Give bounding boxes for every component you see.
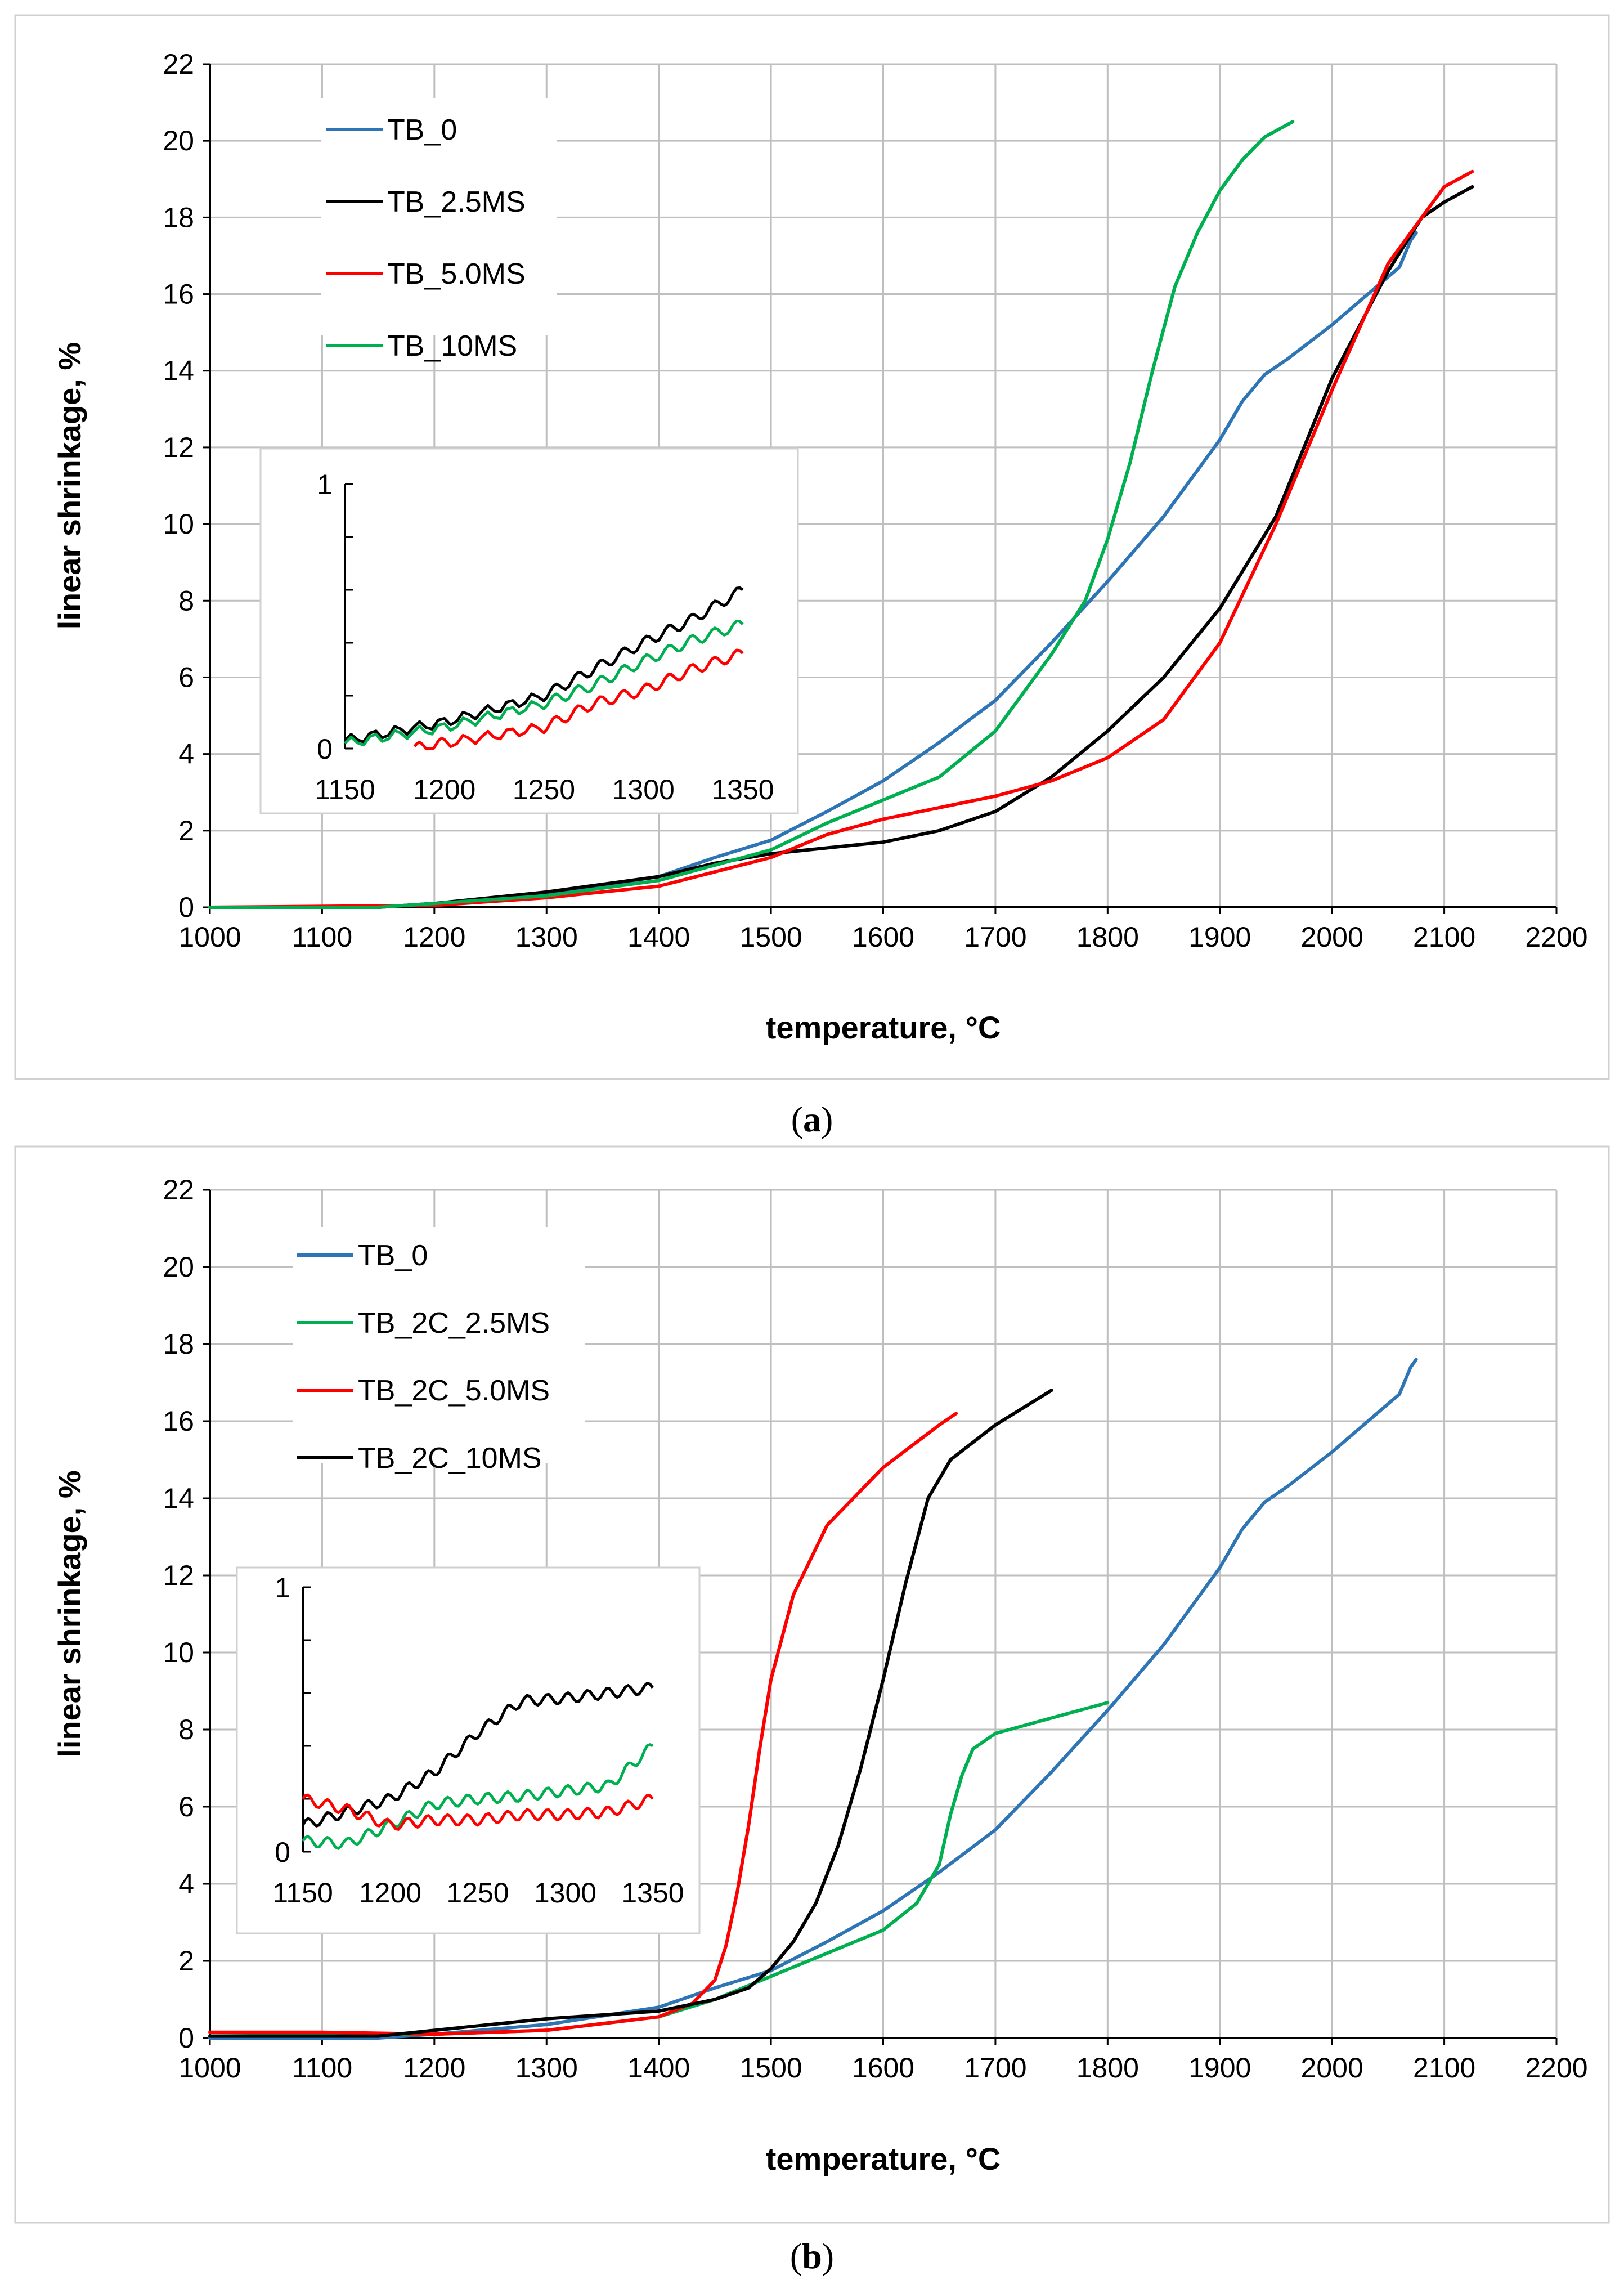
y-tick-label-10: 10 [163, 1637, 194, 1668]
y-tick-label-20: 20 [163, 125, 194, 156]
x-tick-label-2200: 2200 [1525, 2052, 1587, 2084]
x-tick-label-1600: 1600 [852, 2052, 914, 2084]
x-tick-label-1400: 1400 [627, 921, 690, 953]
inset-y-tick-label-1: 1 [317, 469, 333, 500]
series-line-tb-2c-10ms [208, 1389, 1053, 2038]
x-tick-label-1800: 1800 [1076, 2052, 1139, 2084]
legend-label-tb-10ms: TB_10MS [387, 330, 517, 362]
series-line-tb-10ms [208, 120, 1295, 909]
y-axis-title: linear shrinkage, % [52, 1470, 87, 1757]
x-tick-label-1200: 1200 [403, 2052, 465, 2084]
inset-frame [259, 447, 799, 814]
x-tick-label-1800: 1800 [1076, 921, 1139, 953]
inset-y-tick-label-1: 1 [275, 1572, 290, 1604]
x-tick-label-1500: 1500 [739, 2052, 802, 2084]
y-tick-label-20: 20 [163, 1251, 194, 1283]
y-tick-label-14: 14 [163, 1483, 194, 1514]
inset-series-line-tb-2c-10ms [301, 1681, 654, 1828]
legend-label-tb-2c-10ms: TB_2C_10MS [358, 1442, 542, 1475]
x-tick-label-1000: 1000 [178, 921, 241, 953]
inset-x-tick-label-1300: 1300 [612, 774, 675, 805]
inset-series-line-tb-2c-5-0ms [302, 1793, 654, 1831]
inset-frame [236, 1566, 701, 1934]
x-tick-label-2100: 2100 [1413, 921, 1475, 953]
caption-b: (b) [790, 2236, 834, 2276]
inset-series-line-tb-10ms [344, 619, 744, 747]
legend-background [293, 1227, 585, 1463]
x-tick-label-1600: 1600 [852, 921, 914, 953]
chart-b: 1000 1100 1200 1300 1400 1500 1600 1700 1800 1900… [52, 1174, 1588, 2176]
y-tick-label-12: 12 [163, 1560, 194, 1591]
inset-x-tick-label-1150: 1150 [315, 774, 375, 805]
legend-label-tb-0: TB_0 [387, 114, 457, 146]
inset-y-tick-label-0: 0 [317, 733, 333, 765]
inset-series-line-tb-2c-2-5ms [301, 1743, 654, 1850]
y-tick-label-22: 22 [163, 1174, 194, 1206]
y-tick-label-16: 16 [163, 279, 194, 310]
x-tick-label-2000: 2000 [1301, 2052, 1363, 2084]
x-tick-label-1000: 1000 [178, 2052, 241, 2084]
legend-label-tb-0: TB_0 [358, 1239, 428, 1272]
x-tick-label-1900: 1900 [1188, 921, 1251, 953]
inset-x-tick-label-1350: 1350 [621, 1877, 684, 1909]
inset-x-tick-label-1200: 1200 [359, 1877, 421, 1909]
inset-x-tick-label-1150: 1150 [272, 1877, 333, 1909]
x-tick-label-2000: 2000 [1301, 921, 1363, 953]
y-tick-label-0: 0 [178, 2022, 194, 2054]
inset-x-tick-label-1200: 1200 [413, 774, 475, 805]
series-line-tb-2-5ms [208, 185, 1474, 909]
y-tick-label-16: 16 [163, 1405, 194, 1437]
y-tick-label-4: 4 [178, 1868, 194, 1900]
legend-label-tb-2c-2-5ms: TB_2C_2.5MS [358, 1307, 550, 1340]
x-tick-label-1500: 1500 [739, 921, 802, 953]
x-axis-title: temperature, °C [766, 1010, 1001, 1045]
chart-a: 1000 1100 1200 1300 1400 1500 1600 1700 1800 1900… [52, 48, 1588, 1045]
x-tick-label-1900: 1900 [1188, 2052, 1251, 2084]
inset-series-line-tb-2-5ms [344, 586, 744, 744]
panel-a-frame [14, 14, 1610, 1080]
y-tick-label-8: 8 [178, 585, 194, 616]
y-tick-label-18: 18 [163, 1328, 194, 1360]
y-axis-title: linear shrinkage, % [52, 342, 87, 629]
x-tick-label-1100: 1100 [292, 2052, 353, 2084]
legend-label-tb-5-0ms: TB_5.0MS [387, 258, 526, 290]
y-tick-label-22: 22 [163, 48, 194, 80]
x-tick-label-1700: 1700 [964, 2052, 1026, 2084]
caption-a: (a) [791, 1099, 833, 1139]
inset-x-tick-label-1300: 1300 [534, 1877, 596, 1909]
y-tick-label-14: 14 [163, 355, 194, 387]
x-tick-label-1100: 1100 [292, 921, 353, 953]
y-tick-label-6: 6 [178, 1791, 194, 1822]
y-tick-label-2: 2 [178, 1945, 194, 1977]
inset-x-tick-label-1350: 1350 [711, 774, 774, 805]
x-axis-title: temperature, °C [766, 2141, 1001, 2176]
y-tick-label-18: 18 [163, 201, 194, 233]
x-tick-label-1200: 1200 [403, 921, 465, 953]
x-tick-label-1700: 1700 [964, 921, 1026, 953]
x-tick-label-1400: 1400 [627, 2052, 690, 2084]
x-tick-label-1300: 1300 [515, 921, 578, 953]
inset-x-tick-label-1250: 1250 [446, 1877, 509, 1909]
y-tick-label-0: 0 [178, 892, 194, 923]
legend-label-tb-2c-5-0ms: TB_2C_5.0MS [358, 1374, 550, 1407]
series-line-tb-5-0ms [208, 169, 1474, 909]
x-tick-label-2100: 2100 [1413, 2052, 1475, 2084]
y-tick-label-6: 6 [178, 661, 194, 693]
x-tick-label-1300: 1300 [515, 2052, 578, 2084]
inset-y-tick-label-0: 0 [275, 1837, 290, 1868]
series-line-tb-2c-5-0ms [208, 1412, 958, 2036]
y-tick-label-4: 4 [178, 738, 194, 770]
legend-label-tb-2-5ms: TB_2.5MS [387, 186, 526, 218]
y-tick-label-8: 8 [178, 1714, 194, 1745]
y-tick-label-12: 12 [163, 432, 194, 463]
legend-background [321, 98, 557, 335]
inset-series-line-tb-5-0ms [413, 648, 744, 750]
x-tick-label-2200: 2200 [1525, 921, 1587, 953]
y-tick-label-2: 2 [178, 815, 194, 847]
inset-x-tick-label-1250: 1250 [513, 774, 575, 805]
y-tick-label-10: 10 [163, 508, 194, 540]
